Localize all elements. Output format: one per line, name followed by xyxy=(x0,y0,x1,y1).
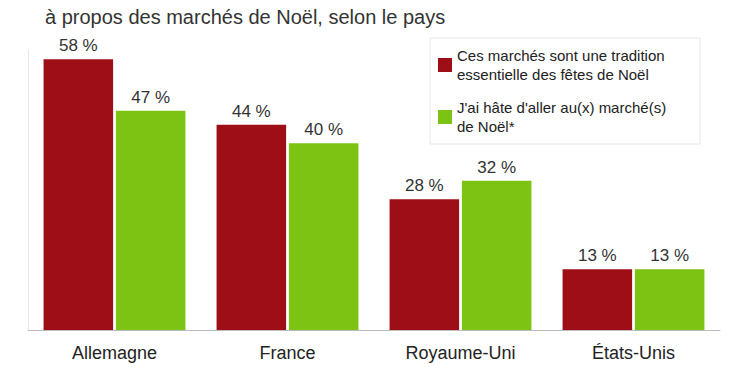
svg-text:58 %: 58 % xyxy=(59,36,98,55)
svg-text:Royaume-Uni: Royaume-Uni xyxy=(405,343,515,363)
svg-text:32 %: 32 % xyxy=(477,158,516,177)
svg-text:essentielle des fêtes de Noël: essentielle des fêtes de Noël xyxy=(457,66,649,83)
svg-text:28 %: 28 % xyxy=(405,176,444,195)
svg-text:44 %: 44 % xyxy=(232,102,271,121)
svg-text:40 %: 40 % xyxy=(304,120,343,139)
svg-text:États-Unis: États-Unis xyxy=(592,343,675,363)
svg-text:à propos des marchés de Noël,: à propos des marchés de Noël, selon le p… xyxy=(45,6,445,28)
svg-text:Allemagne: Allemagne xyxy=(72,343,157,363)
svg-text:J'ai hâte d'aller au(x) marché: J'ai hâte d'aller au(x) marché(s) xyxy=(457,99,670,116)
svg-text:47 %: 47 % xyxy=(131,88,170,107)
svg-text:13 %: 13 % xyxy=(650,246,689,265)
svg-text:de Noël*: de Noël* xyxy=(457,118,515,135)
svg-text:13 %: 13 % xyxy=(578,246,617,265)
svg-text:Ces marchés sont une tradition: Ces marchés sont une tradition xyxy=(457,47,669,64)
svg-text:France: France xyxy=(259,343,315,363)
